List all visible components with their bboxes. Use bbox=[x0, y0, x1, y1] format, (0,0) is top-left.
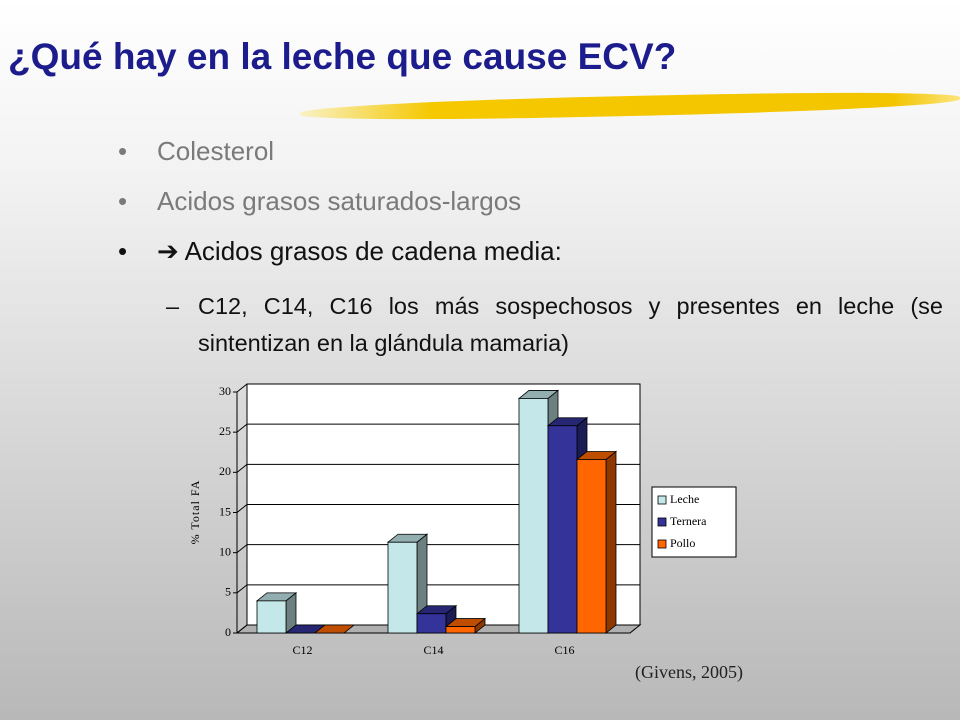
bar-side bbox=[605, 450, 617, 634]
y-tick-label: 15 bbox=[219, 504, 231, 518]
grid-line bbox=[236, 504, 248, 513]
grid-line bbox=[236, 463, 248, 473]
x-tick-label: C14 bbox=[423, 643, 443, 657]
y-tick-label: 25 bbox=[219, 424, 231, 438]
bar bbox=[576, 459, 607, 634]
x-tick-label: C12 bbox=[292, 643, 312, 657]
bar bbox=[256, 600, 287, 634]
grid-line bbox=[236, 423, 248, 433]
grid-line bbox=[236, 584, 248, 594]
legend-label: Ternera bbox=[670, 514, 707, 528]
legend-swatch bbox=[657, 517, 667, 527]
x-tick-label: C16 bbox=[554, 643, 574, 657]
legend-swatch bbox=[657, 495, 667, 505]
bar-top bbox=[313, 624, 356, 634]
y-tick-label: 5 bbox=[225, 585, 231, 599]
sub-bullet-text: C12, C14, C16 los más sospechosos y pres… bbox=[198, 293, 943, 356]
citation: (Givens, 2005) bbox=[635, 662, 743, 682]
bar bbox=[547, 425, 578, 634]
y-tick-label: 10 bbox=[219, 544, 231, 558]
bullet-text: ➔ Acidos grasos de cadena media: bbox=[157, 236, 562, 266]
bar bbox=[387, 541, 418, 634]
y-tick-label: 0 bbox=[225, 625, 231, 639]
bar bbox=[416, 613, 447, 634]
y-tick-label: 30 bbox=[219, 384, 231, 398]
bullet-text: Colesterol bbox=[157, 136, 275, 166]
grid-line bbox=[236, 383, 248, 393]
bar bbox=[518, 398, 549, 634]
bullet-text: Acidos grasos saturados-largos bbox=[157, 186, 522, 216]
slide-title: ¿Qué hay en la leche que cause ECV? bbox=[8, 36, 677, 77]
y-tick-label: 20 bbox=[219, 464, 231, 478]
bar bbox=[445, 626, 476, 634]
legend-label: Pollo bbox=[670, 536, 695, 550]
sub-bullet: – C12, C14, C16 los más sospechosos y pre… bbox=[166, 288, 943, 362]
y-axis-label: % Total FA bbox=[188, 480, 202, 545]
grid-line bbox=[236, 624, 248, 634]
legend-swatch bbox=[657, 539, 667, 549]
legend-label: Leche bbox=[670, 492, 699, 506]
grid-line bbox=[236, 544, 248, 554]
